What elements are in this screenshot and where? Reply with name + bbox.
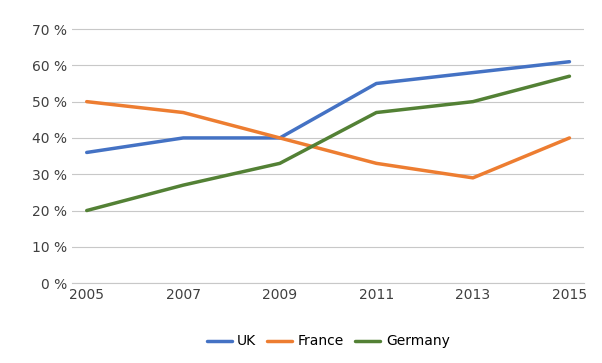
Legend: UK, France, Germany: UK, France, Germany [202,330,454,352]
France [83,99,90,104]
Germany [83,208,90,213]
Line: UK: UK [87,62,569,152]
UK [179,136,187,140]
France [373,161,380,166]
UK [83,150,90,155]
France [470,176,477,180]
UK [373,81,380,86]
France [276,136,284,140]
Germany [566,74,573,78]
Germany [470,99,477,104]
Germany [373,110,380,115]
France [179,110,187,115]
UK [470,70,477,75]
Line: Germany: Germany [87,76,569,211]
Germany [276,161,284,166]
UK [566,60,573,64]
France [566,136,573,140]
Line: France: France [87,102,569,178]
UK [276,136,284,140]
Germany [179,183,187,187]
